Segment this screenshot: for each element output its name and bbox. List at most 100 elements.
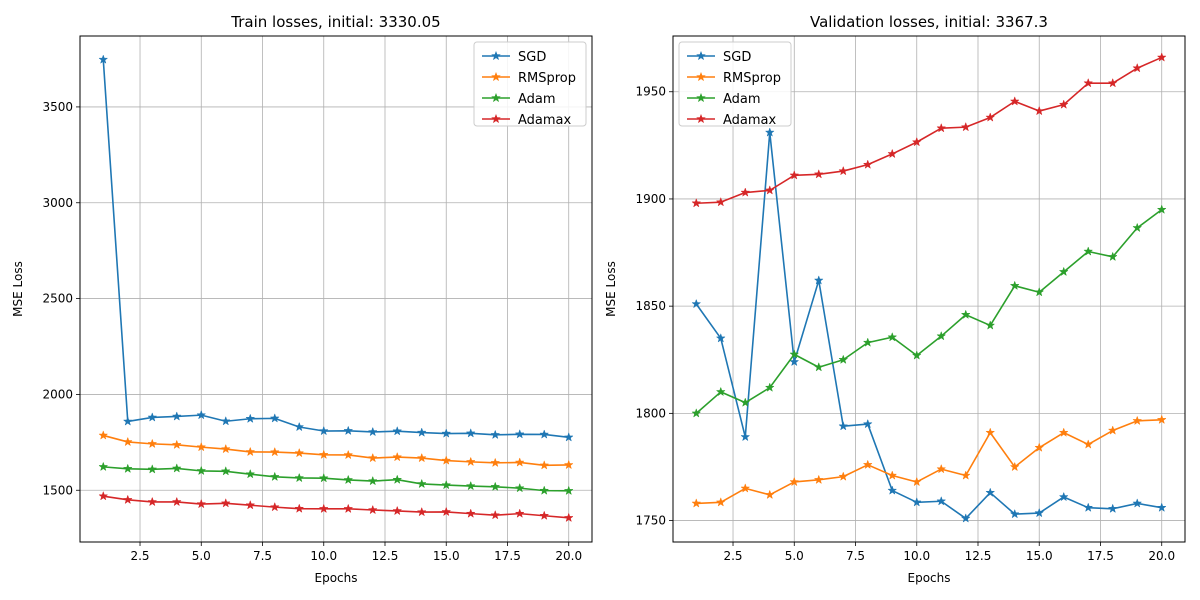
validation-adamax-point xyxy=(789,170,800,180)
validation-adam-point xyxy=(691,408,702,418)
train-adam-point xyxy=(416,478,427,489)
train-y-tick-label: 2000 xyxy=(42,387,73,401)
train-adam-point xyxy=(98,461,109,472)
train-sgd-point xyxy=(294,421,305,432)
validation-sgd-point xyxy=(1083,502,1094,512)
validation-sgd-point xyxy=(960,513,971,523)
validation-adamax-point xyxy=(1009,96,1020,106)
validation-sgd-point xyxy=(985,487,996,497)
train-adamax-point xyxy=(122,494,133,505)
validation-adam-point xyxy=(740,397,751,407)
validation-adamax-point xyxy=(985,112,996,122)
validation-adamax-point xyxy=(1058,99,1069,109)
train-adam-point xyxy=(245,468,256,479)
train-adamax-point xyxy=(220,498,231,508)
train-y-tick-label: 3500 xyxy=(42,100,73,114)
validation-adamax-point xyxy=(1083,77,1094,88)
train-adam-point xyxy=(490,481,501,492)
train-legend-rmsprop-label: RMSprop xyxy=(518,71,576,86)
validation-adam-point xyxy=(789,349,800,359)
validation-sgd-point xyxy=(838,420,849,431)
train-losses-plot: 2.5 5.0 7.5 10.0 12.5 15.0 17.5 20.0 1500 2000 25… xyxy=(11,13,593,585)
train-rmsprop-point xyxy=(514,457,525,467)
validation-rmsprop-point xyxy=(960,470,971,480)
train-adam-point xyxy=(343,474,354,485)
train-sgd-point xyxy=(343,425,354,436)
train-adamax-point xyxy=(490,509,501,520)
train-sgd-point xyxy=(245,413,256,424)
validation-adam-point xyxy=(960,309,971,319)
validation-losses-plot: 2.5 5.0 7.5 10.0 12.5 15.0 17.5 20.0 1750 1800 18… xyxy=(604,13,1186,585)
train-y-tick-label: 2500 xyxy=(42,292,73,306)
validation-adamax-point xyxy=(911,136,922,147)
train-adam-point xyxy=(318,472,329,483)
validation-sgd-point xyxy=(789,356,800,367)
train-legend-box xyxy=(473,41,587,127)
train-rmsprop-point xyxy=(367,452,378,463)
validation-adam-point xyxy=(862,337,873,347)
validation-x-tick-label: 10.0 xyxy=(903,549,930,563)
train-y-tick-label: 3000 xyxy=(42,196,73,210)
train-sgd-point xyxy=(122,416,133,426)
validation-adam-point xyxy=(911,350,922,360)
validation-adam-point xyxy=(1009,280,1020,291)
validation-y-tick-label: 1850 xyxy=(635,299,666,313)
train-sgd-point xyxy=(490,429,501,440)
train-x-tick-label: 2.5 xyxy=(130,549,149,563)
validation-rmsprop-point xyxy=(764,489,775,500)
train-adam-point xyxy=(220,466,231,476)
train-y-tick-label: 1500 xyxy=(42,483,73,497)
validation-adamax-point xyxy=(1034,105,1045,116)
validation-adam-point xyxy=(1034,286,1045,297)
train-adamax-point xyxy=(294,503,305,513)
validation-adamax-point xyxy=(1107,77,1118,88)
train-adamax-point xyxy=(98,490,109,501)
validation-legend-sgd-label: SGD xyxy=(723,50,751,65)
train-sgd-point xyxy=(196,409,207,420)
train-legend-adamax-marker xyxy=(490,113,502,124)
train-adamax-point xyxy=(245,499,256,510)
train-legend-adam-label: Adam xyxy=(518,92,556,107)
validation-sgd-point xyxy=(1034,507,1045,518)
train-x-tick-label: 7.5 xyxy=(253,549,272,563)
validation-rmsprop-point xyxy=(1034,442,1045,452)
train-adamax-point xyxy=(196,498,207,509)
validation-rmsprop-point xyxy=(862,459,873,470)
train-adam-point xyxy=(269,471,280,482)
validation-y-ticks: 1750 1800 1850 1900 1950 xyxy=(635,85,673,528)
validation-sgd-point xyxy=(887,485,898,495)
validation-rmsprop-point xyxy=(1083,439,1094,449)
validation-sgd-line xyxy=(695,131,1162,520)
validation-adam-point xyxy=(1156,204,1167,214)
train-adamax-point xyxy=(441,506,452,517)
validation-sgd-point xyxy=(691,298,702,309)
validation-adam-point xyxy=(985,320,996,330)
validation-rmsprop-point xyxy=(813,474,824,485)
validation-x-tick-label: 7.5 xyxy=(846,549,865,563)
validation-legend-adam-label: Adam xyxy=(723,92,761,107)
train-rmsprop-point xyxy=(171,439,182,450)
train-legend-sgd-label: SGD xyxy=(518,50,546,65)
train-sgd-point xyxy=(441,428,452,438)
train-rmsprop-point xyxy=(465,456,476,467)
train-rmsprop-point xyxy=(318,449,329,460)
validation-sgd-point xyxy=(1132,498,1143,508)
validation-rmsprop-point xyxy=(715,497,726,507)
train-adam-point xyxy=(539,485,550,495)
validation-adamax-point xyxy=(715,196,726,207)
validation-legend-adamax-marker xyxy=(695,113,707,124)
train-x-tick-label: 5.0 xyxy=(192,549,211,563)
validation-sgd-point xyxy=(715,333,726,343)
train-x-tick-label: 17.5 xyxy=(494,549,521,563)
validation-x-tick-label: 15.0 xyxy=(1026,549,1053,563)
validation-y-tick-label: 1950 xyxy=(635,85,666,99)
train-legend-adamax-label: Adamax xyxy=(518,113,572,128)
validation-adam-point xyxy=(887,331,898,342)
validation-sgd-point xyxy=(1009,508,1020,519)
validation-adamax-point xyxy=(936,122,947,133)
validation-adamax-point xyxy=(691,197,702,208)
train-sgd-point xyxy=(416,427,427,437)
train-adamax-point xyxy=(392,505,403,516)
train-rmsprop-point xyxy=(147,438,158,449)
train-adamax-point xyxy=(416,506,427,517)
